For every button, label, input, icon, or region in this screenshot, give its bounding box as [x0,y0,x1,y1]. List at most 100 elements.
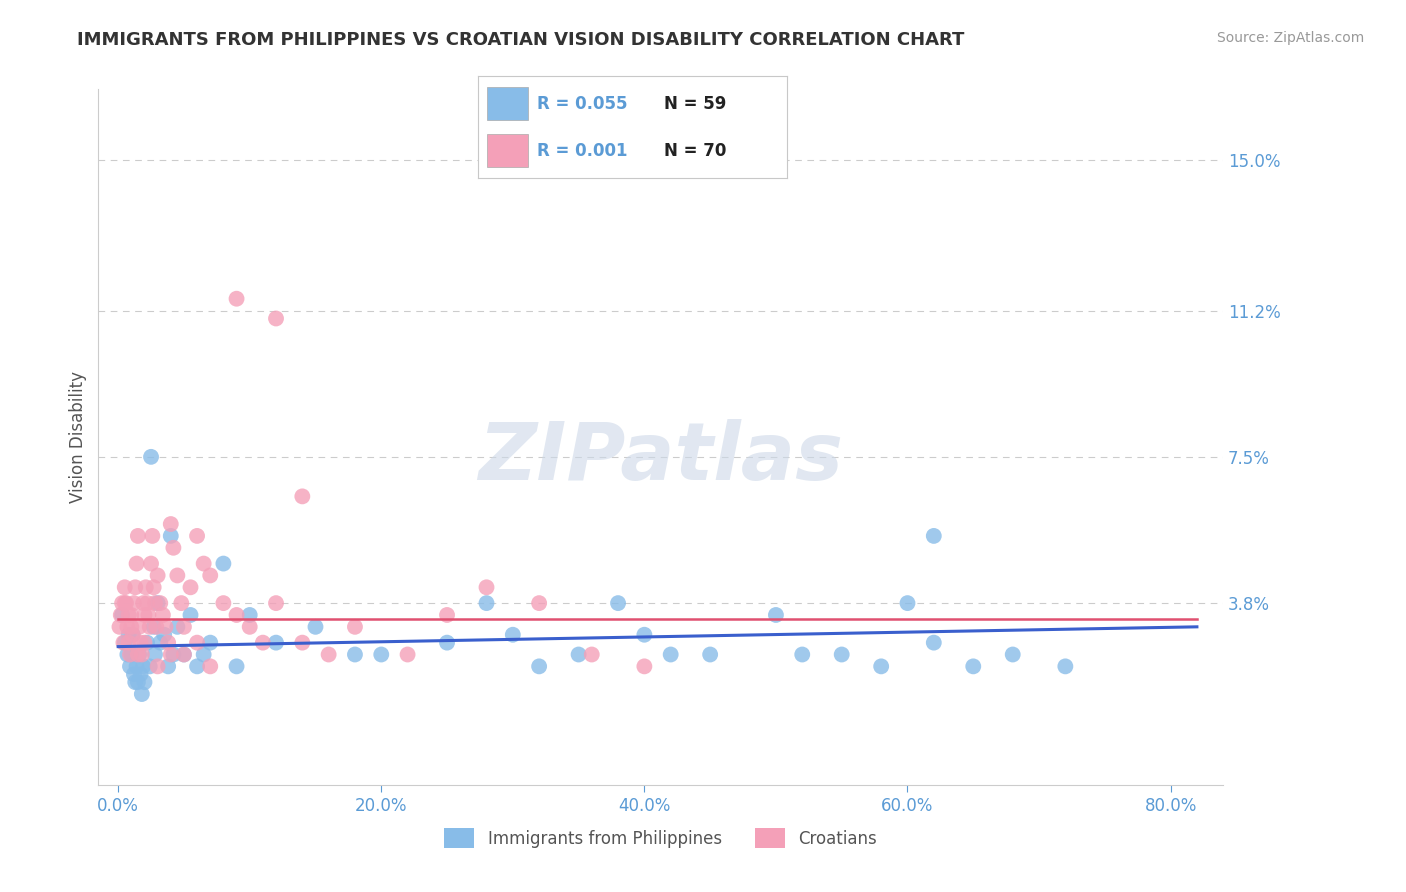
Point [193,648,215,662]
Point [212,557,235,571]
Point [127,648,149,662]
Point [264,311,287,326]
Point [200,635,222,649]
Point [120,620,142,634]
Point [143,596,166,610]
Point [124,675,146,690]
Point [121,628,143,642]
Point [120,648,142,662]
Text: ZIPatlas: ZIPatlas [478,419,844,497]
Point [239,620,262,634]
Point [131,687,153,701]
Point [922,635,945,649]
Point [186,529,208,543]
Text: Source: ZipAtlas.com: Source: ZipAtlas.com [1216,31,1364,45]
Point [129,635,152,649]
Point [153,628,176,642]
Point [170,596,193,610]
Text: N = 70: N = 70 [664,142,725,160]
Point [152,607,174,622]
Point [896,596,918,610]
Point [111,596,134,610]
Point [120,607,142,622]
Point [475,580,498,594]
Point [118,628,141,642]
Point [117,620,139,634]
Point [792,648,814,662]
Point [193,557,215,571]
Point [155,620,177,634]
Point [166,620,188,634]
Point [607,596,630,610]
Point [143,648,166,662]
Point [318,648,340,662]
Point [343,620,366,634]
Point [157,659,180,673]
Point [225,607,247,622]
Point [118,659,141,673]
Y-axis label: Vision Disability: Vision Disability [69,371,87,503]
Point [122,596,145,610]
Point [127,529,149,543]
Point [179,580,201,594]
Point [146,568,169,582]
Point [132,659,155,673]
Point [239,607,262,622]
Point [1001,648,1024,662]
Point [502,628,524,642]
Point [121,628,143,642]
Point [179,607,201,622]
Point [108,620,131,634]
Point [149,635,172,649]
Point [114,596,136,610]
Point [114,635,136,649]
Point [117,648,139,662]
Point [139,557,162,571]
Point [831,648,853,662]
Point [136,635,159,649]
Point [138,659,160,673]
Point [252,635,274,649]
Point [114,580,136,594]
Point [134,675,156,690]
Point [159,648,181,662]
FancyBboxPatch shape [488,87,527,120]
Legend: Immigrants from Philippines, Croatians: Immigrants from Philippines, Croatians [436,820,886,856]
Point [139,450,162,464]
Point [146,659,169,673]
Point [870,659,893,673]
Point [173,648,195,662]
Point [765,607,787,622]
Point [225,659,247,673]
Point [124,580,146,594]
Point [186,635,208,649]
Point [264,596,287,610]
Point [134,607,156,622]
Point [118,607,141,622]
Point [138,607,160,622]
Text: R = 0.055: R = 0.055 [537,95,627,112]
Point [142,580,165,594]
Point [136,596,159,610]
Point [291,489,314,503]
Point [527,659,550,673]
Point [141,529,163,543]
Point [129,667,152,681]
Point [436,607,458,622]
Point [159,529,181,543]
FancyBboxPatch shape [488,135,527,167]
Point [162,648,184,662]
Point [633,659,655,673]
Point [264,635,287,649]
Point [115,596,138,610]
Point [118,635,141,649]
Point [112,635,135,649]
Point [396,648,419,662]
Point [173,620,195,634]
Text: N = 59: N = 59 [664,95,725,112]
Text: IMMIGRANTS FROM PHILIPPINES VS CROATIAN VISION DISABILITY CORRELATION CHART: IMMIGRANTS FROM PHILIPPINES VS CROATIAN … [77,31,965,49]
Point [173,648,195,662]
Point [127,675,149,690]
Point [186,659,208,673]
Point [125,557,148,571]
